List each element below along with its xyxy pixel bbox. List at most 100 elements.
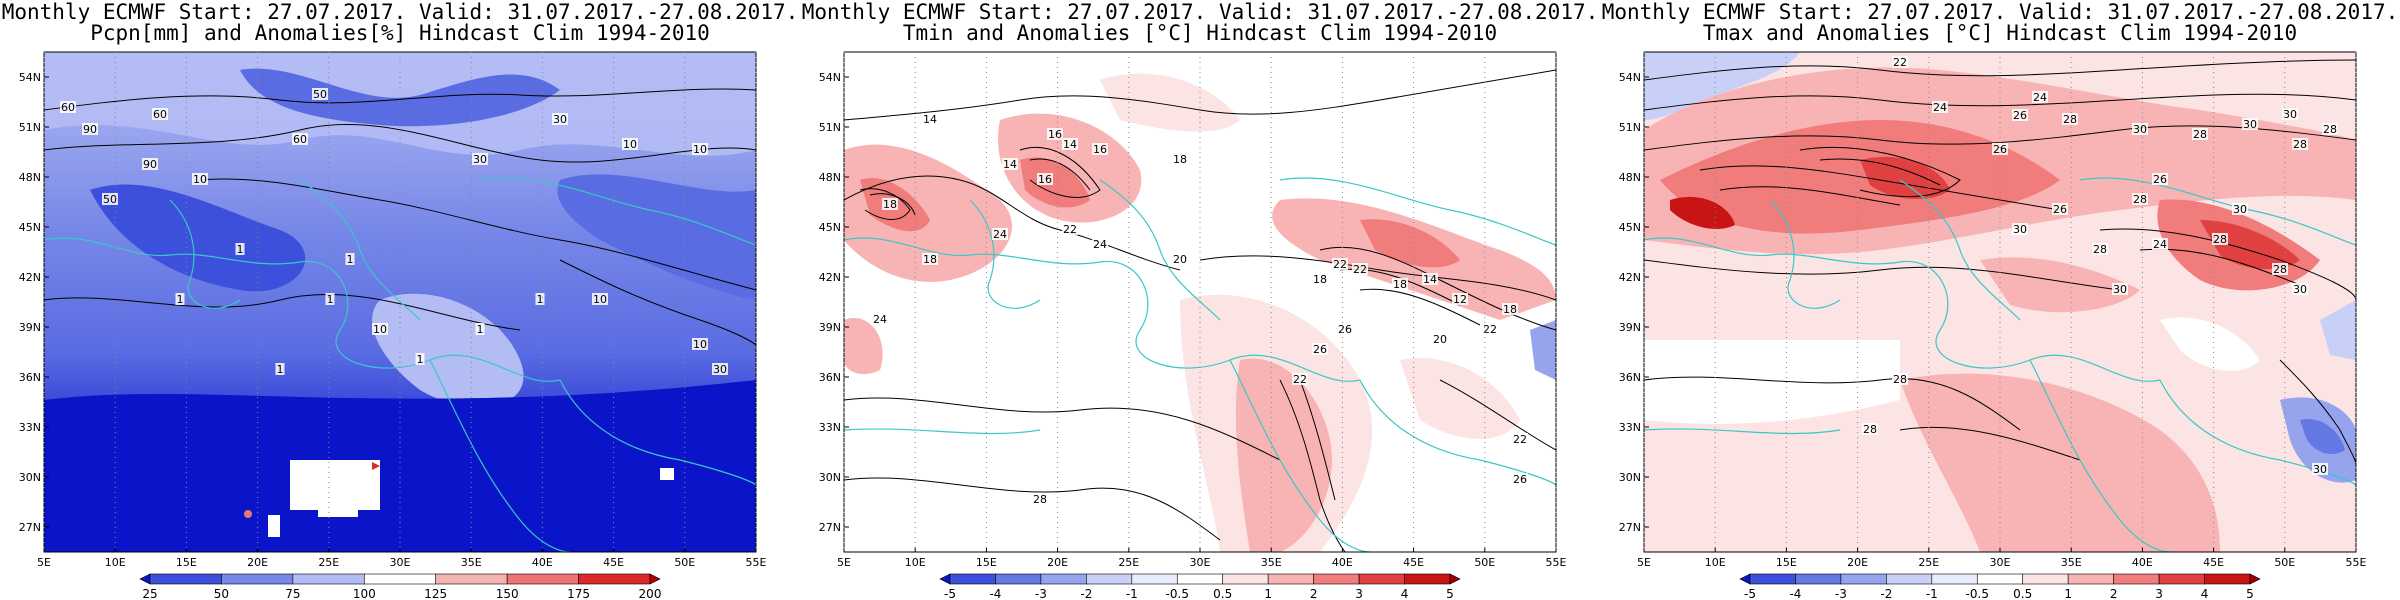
colorbar-label: -3: [1835, 587, 1847, 600]
colorbar-label: 0.5: [1213, 587, 1232, 600]
contour-label-bg: [712, 363, 728, 375]
contour-label: 16: [1048, 128, 1062, 141]
tmax-anomaly-field: [1644, 52, 2356, 552]
colorbar-label: 75: [285, 587, 300, 600]
lon-label: 15E: [976, 556, 997, 569]
contour-label-bg: [1892, 56, 1908, 68]
contour-label: 10: [193, 173, 207, 186]
colorbar-segment: [1222, 573, 1269, 585]
contour-labels: 60 60 90 60 90 50 30 30 10 10 50 10 1 1 10 1 1 1 10 30 10 1 1 1: [60, 88, 728, 376]
contour-label-bg: [2292, 283, 2308, 295]
contour-label: 24: [1933, 101, 1947, 114]
colorbar-label: 50: [214, 587, 229, 600]
lon-label: 5E: [1637, 556, 1651, 569]
contour-label-bg: [992, 228, 1008, 240]
lat-label: 54N: [819, 71, 841, 84]
lon-label: 15E: [176, 556, 197, 569]
contour-label: 1: [477, 323, 484, 336]
contour-label: 60: [61, 101, 75, 114]
tmin-isotherms: [844, 69, 1556, 552]
colorbar-label: -1: [1126, 587, 1138, 600]
lat-label: 42N: [819, 271, 841, 284]
contour-label-bg: [2012, 109, 2028, 121]
contour-label: 30: [2313, 463, 2327, 476]
colorbar-segment: [649, 573, 661, 585]
contour-label-bg: [1502, 303, 1518, 315]
contour-label-bg: [2132, 123, 2148, 135]
colorbar-label: -2: [1880, 587, 1892, 600]
colorbar-segment: [506, 573, 579, 585]
contour-label: 28: [2323, 123, 2337, 136]
colorbar-segment: [435, 573, 508, 585]
contour-label-bg: [622, 138, 638, 150]
contour-label: 18: [1313, 273, 1327, 286]
lat-label: 51N: [819, 121, 841, 134]
contour-label-bg: [1482, 323, 1498, 335]
lon-label: 25E: [1118, 556, 1139, 569]
lon-label: 35E: [461, 556, 482, 569]
contour-label-bg: [1892, 373, 1908, 385]
contour-label: 24: [873, 313, 887, 326]
contour-label-bg: [2032, 91, 2048, 103]
panel-title-line1: Monthly ECMWF Start: 27.07.2017. Valid: …: [1, 0, 799, 24]
contour-label: 24: [2153, 238, 2167, 251]
contour-label-bg: [592, 293, 608, 305]
colorbar-segment: [2022, 573, 2069, 585]
contour-label: 30: [2133, 123, 2147, 136]
colorbar-segment: [149, 573, 222, 585]
contour-labels: 22 24 26 24 28 30 28 30 30 28 26 26 28 30 28 30 26 28 24 28…: [1862, 56, 2338, 476]
colorbar-label: 4: [1401, 587, 1409, 600]
lon-label: 20E: [1847, 556, 1868, 569]
contour-label: 14: [1003, 158, 1017, 171]
colorbar-label: 1: [1264, 587, 1272, 600]
contour-label-bg: [2112, 283, 2128, 295]
contour-label: 24: [2033, 91, 2047, 104]
contour-label-bg: [1312, 343, 1328, 355]
contour-label: 1: [277, 363, 284, 376]
colorbar-segment: [2204, 573, 2251, 585]
contour-label-bg: [1062, 138, 1078, 150]
lon-label: 20E: [247, 556, 268, 569]
colorbar-segment: [1040, 573, 1087, 585]
contour-label: 30: [2113, 283, 2127, 296]
colorbar-segment: [1176, 573, 1224, 585]
colorbar-label: 125: [424, 587, 447, 600]
lon-label: 30E: [1990, 556, 2011, 569]
contour-label: 60: [153, 108, 167, 121]
contour-label: 16: [1093, 143, 1107, 156]
colorbar-segment: [949, 573, 996, 585]
contour-label-bg: [1092, 238, 1108, 250]
contour-label: 10: [693, 143, 707, 156]
contour-label-bg: [1512, 473, 1528, 485]
contour-label-bg: [152, 108, 168, 120]
contour-label-bg: [2152, 173, 2168, 185]
contour-label: 18: [1393, 278, 1407, 291]
contour-label: 90: [143, 158, 157, 171]
contour-label-bg: [2212, 233, 2228, 245]
contour-label: 10: [693, 338, 707, 351]
contour-label-bg: [1512, 433, 1528, 445]
lon-axis: 5E 10E 15E 20E 25E 30E 35E 40E 45E 50E 55E: [837, 52, 1567, 569]
contour-label: 10: [623, 138, 637, 151]
colorbar-segment: [2113, 573, 2160, 585]
contour-label-bg: [1092, 143, 1108, 155]
panel-title-line1: Monthly ECMWF Start: 27.07.2017. Valid: …: [801, 0, 1599, 24]
contour-label-bg: [2272, 263, 2288, 275]
contour-label: 30: [2293, 283, 2307, 296]
lon-label: 20E: [1047, 556, 1068, 569]
contour-label: 30: [713, 363, 727, 376]
contour-label: 30: [473, 153, 487, 166]
colorbar-segment: [995, 573, 1042, 585]
contour-label-bg: [1172, 153, 1188, 165]
precip-anomaly-field: [44, 52, 756, 552]
colorbar-label: 1: [2064, 587, 2072, 600]
colorbar-label: 5: [2246, 587, 2254, 600]
colorbar-label: 150: [496, 587, 519, 600]
lon-label: 50E: [2274, 556, 2295, 569]
contour-label: 24: [1093, 238, 1107, 251]
colorbar-label: 3: [2155, 587, 2163, 600]
contour-label-bg: [2092, 243, 2108, 255]
colorbar-segment: [1976, 573, 2024, 585]
contour-label-bg: [415, 353, 425, 365]
